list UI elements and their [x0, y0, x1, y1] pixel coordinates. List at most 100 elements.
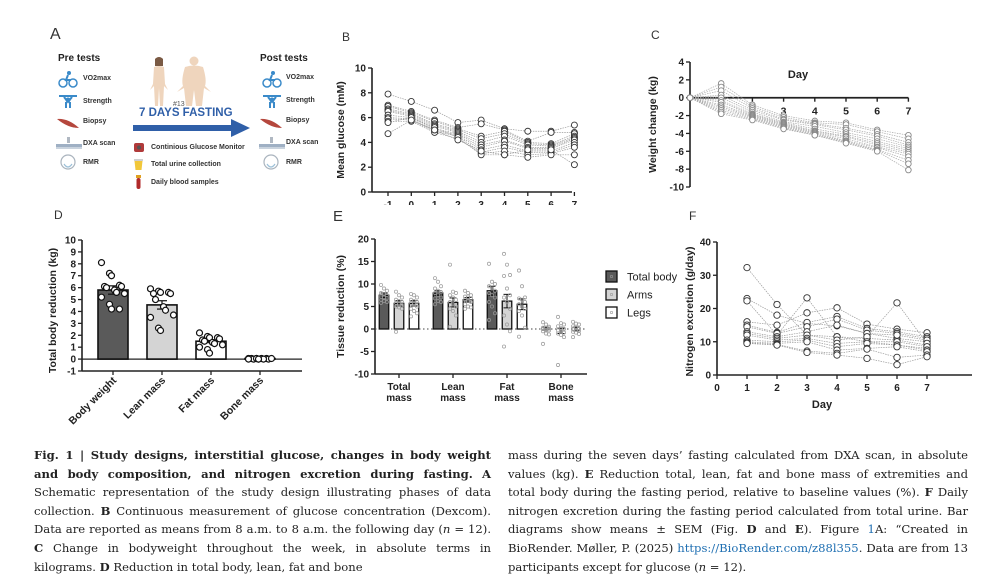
pre-test-label: RMR: [83, 159, 99, 166]
data-point: [463, 302, 467, 307]
data-point: [156, 326, 165, 335]
caption-link[interactable]: 1: [867, 522, 875, 537]
bar-group-arms: [393, 289, 405, 334]
data-point: [454, 313, 458, 318]
data-point: [541, 341, 545, 346]
x-tick-label: Total: [387, 382, 410, 393]
data-point: [407, 116, 415, 124]
series-line: [387, 93, 575, 132]
data-point: [923, 353, 931, 361]
data-point: [117, 282, 126, 291]
y-tick-label: 20: [358, 235, 370, 246]
dxa-scanner-icon: [259, 137, 285, 149]
bar: [432, 292, 444, 330]
x-tick-label: Fat mass: [176, 375, 217, 416]
study-design-schematic: Pre tests Post tests VO2max Strength Bio…: [40, 40, 330, 200]
data-point: [195, 329, 204, 337]
data-point: [97, 293, 106, 301]
y-tick-label: 4: [678, 58, 684, 69]
data-point: [686, 94, 694, 101]
y-tick-label: 2: [70, 331, 76, 342]
data-point: [394, 329, 398, 334]
y-tick-label: 1: [70, 343, 76, 354]
y-axis-label: Nitrogen excretion (g/day): [684, 246, 696, 376]
data-point: [743, 339, 751, 348]
data-point: [469, 296, 473, 301]
data-point: [151, 295, 160, 304]
data-point: [893, 331, 901, 339]
bar-group-legs: [516, 268, 528, 339]
data-point: [502, 313, 506, 318]
y-axis-label: Total body reduction (kg): [47, 248, 59, 373]
data-point: [384, 90, 392, 98]
data-point: [384, 119, 392, 127]
series-line: [689, 97, 909, 149]
data-point: [210, 340, 219, 348]
data-point: [454, 304, 458, 309]
data-point: [397, 293, 401, 298]
data-point: [415, 295, 419, 300]
data-point: [490, 304, 494, 309]
x-tick-label: Bone mass: [218, 375, 266, 423]
legend-label: Arms: [627, 290, 653, 302]
series-line: [689, 94, 909, 146]
data-point: [505, 300, 509, 304]
data-point: [833, 304, 841, 312]
data-point: [493, 288, 497, 293]
data-point: [570, 121, 578, 129]
data-point: [463, 288, 467, 293]
y-tick-label: 2: [678, 75, 684, 86]
data-point: [469, 300, 473, 304]
data-point: [161, 306, 170, 314]
during-fasting-label: Continious Glucose Monitor: [151, 144, 245, 151]
x-axis-label: Day: [788, 69, 809, 81]
bar-group-arms: [556, 314, 566, 367]
y-tick-label: 10: [65, 236, 77, 247]
x-tick-label: mass: [548, 393, 574, 404]
data-point: [448, 293, 452, 298]
series-line: [689, 83, 909, 136]
caption-text: [473, 467, 482, 481]
caption-bold: E: [584, 466, 594, 481]
data-point: [773, 311, 781, 319]
data-point: [523, 300, 527, 304]
panel-d-letter: D: [54, 208, 63, 222]
data-point: [215, 335, 224, 343]
data-point: [562, 327, 566, 331]
data-point: [394, 289, 398, 294]
y-tick-label: -4: [675, 129, 684, 140]
x-tick-label: 0: [409, 200, 415, 205]
data-point: [502, 295, 506, 300]
data-point: [102, 284, 111, 292]
data-point: [893, 299, 901, 307]
data-point: [501, 151, 508, 159]
data-point: [547, 129, 555, 136]
during-fasting-label: Total urine collection: [151, 161, 221, 168]
data-point: [454, 291, 458, 295]
data-point: [570, 143, 578, 151]
y-tick-label: 10: [358, 280, 370, 291]
caption-italic: n: [442, 522, 451, 537]
caption-link[interactable]: https://BioRender.com/z88l355: [677, 540, 859, 555]
data-point: [577, 322, 581, 327]
data-point: [379, 282, 383, 287]
data-point: [448, 262, 452, 267]
y-tick-label: 3: [70, 319, 76, 330]
x-tick-label: 3: [781, 106, 787, 118]
data-point: [717, 110, 725, 118]
data-point: [267, 354, 276, 363]
figure-caption-col2: mass during the seven days’ fasting calc…: [508, 446, 968, 576]
data-point: [780, 125, 787, 133]
caption-bold: C: [34, 540, 44, 555]
y-tick-label: -10: [355, 370, 370, 381]
weightlifting-icon: [59, 95, 77, 108]
data-point: [451, 309, 455, 313]
series-P13: [686, 94, 912, 174]
data-point: [523, 325, 527, 330]
y-tick-label: 6: [360, 113, 366, 124]
caption-text: A: “Created in BioRender. Møller, P. (20…: [508, 522, 969, 555]
data-point: [508, 273, 512, 277]
data-point: [559, 332, 563, 337]
data-point: [433, 286, 437, 291]
